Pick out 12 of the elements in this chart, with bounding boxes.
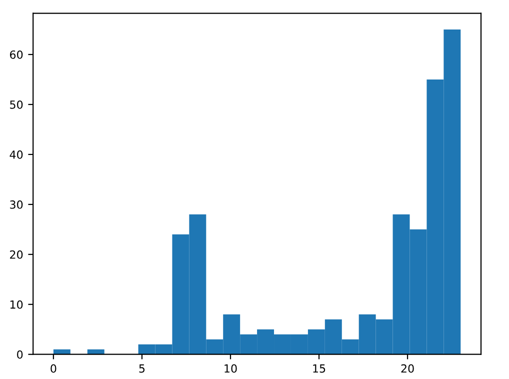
y-tick-label: 50 bbox=[10, 100, 23, 109]
y-tick-label: 30 bbox=[10, 200, 23, 209]
y-tick-label: 20 bbox=[10, 250, 23, 259]
y-tick-label: 10 bbox=[10, 300, 23, 309]
x-tick-label: 0 bbox=[50, 364, 56, 373]
x-tick-label: 5 bbox=[139, 364, 145, 373]
x-tick-label: 10 bbox=[224, 364, 237, 373]
y-tick-label: 60 bbox=[10, 50, 23, 59]
y-tick-label: 0 bbox=[17, 350, 23, 359]
x-tick-label: 15 bbox=[313, 364, 326, 373]
x-tick-label: 20 bbox=[401, 364, 414, 373]
y-tick-label: 40 bbox=[10, 150, 23, 159]
